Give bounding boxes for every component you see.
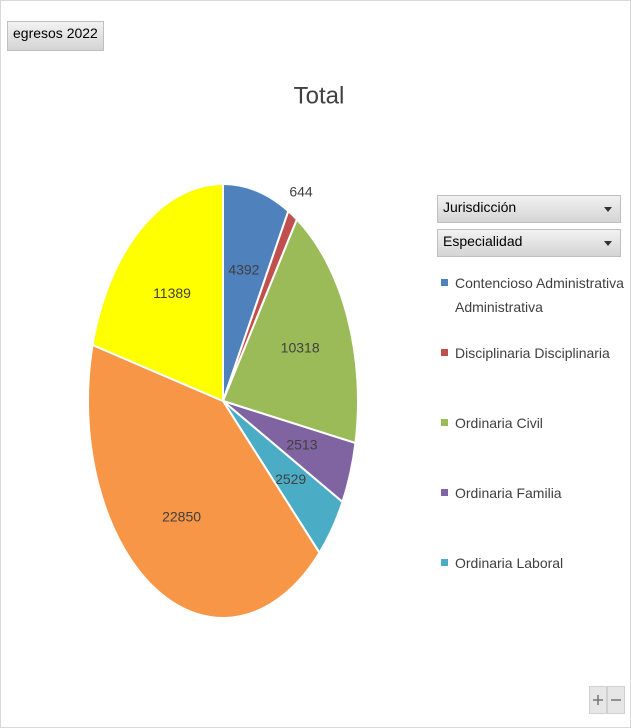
data-label: 2513 <box>286 437 317 453</box>
legend-swatch <box>441 349 448 356</box>
plus-icon <box>593 695 603 705</box>
legend-item: Disciplinaria Disciplinaria <box>441 341 626 365</box>
data-label: 644 <box>289 184 313 200</box>
filter-button[interactable]: Especialidad <box>437 229 621 257</box>
data-label: 11389 <box>153 285 191 301</box>
data-label: 10318 <box>281 340 320 356</box>
legend-swatch <box>441 279 448 286</box>
legend-item: Ordinaria Familia <box>441 481 626 505</box>
legend-label: Contencioso Administrativa Administrativ… <box>455 275 624 315</box>
legend-item: Ordinaria Laboral <box>441 551 626 575</box>
legend-label: Ordinaria Civil <box>455 415 543 431</box>
legend-swatch <box>441 559 448 566</box>
zoom-in[interactable] <box>589 686 607 714</box>
dropdown-arrow <box>604 241 612 246</box>
chart-title: Total <box>294 82 345 109</box>
data-label: 4392 <box>228 261 259 277</box>
legend-label: Ordinaria Laboral <box>455 555 564 571</box>
zoom-out[interactable] <box>607 686 625 714</box>
pie-slice <box>87 343 321 619</box>
dropdown-arrow <box>604 207 612 212</box>
data-label: 2529 <box>275 471 306 487</box>
filter-label: Jurisdicción <box>443 199 517 215</box>
filter-button[interactable]: Jurisdicción <box>437 195 621 223</box>
filter-label: Especialidad <box>443 233 523 249</box>
pie-slice <box>91 182 224 403</box>
legend-swatch <box>441 489 448 496</box>
legend-item: Contencioso Administrativa Administrativ… <box>441 271 626 319</box>
field-button[interactable]: egresos 2022 <box>7 21 104 51</box>
legend-item: Ordinaria Civil <box>441 411 626 435</box>
legend-swatch <box>441 419 448 426</box>
pie-slice <box>222 182 290 402</box>
data-label: 22850 <box>162 509 201 525</box>
pie-slice <box>221 217 359 445</box>
minus-icon <box>611 699 621 701</box>
legend-label: Ordinaria Familia <box>455 485 562 501</box>
legend-label: Disciplinaria Disciplinaria <box>455 345 610 361</box>
